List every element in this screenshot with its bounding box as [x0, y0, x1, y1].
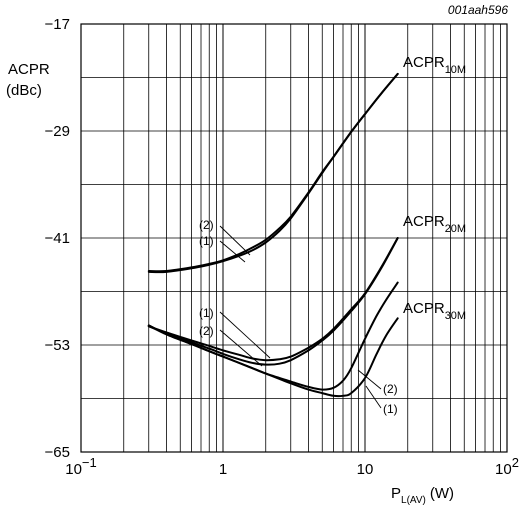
- figure-code: 001aah596: [448, 3, 508, 17]
- series-line-acpr10m-1: [147, 72, 399, 274]
- curve-marker-10m: (2): [199, 218, 214, 232]
- x-axis-title: PL(AV) (W): [391, 485, 454, 506]
- y-axis-title-line2: (dBc): [6, 82, 42, 99]
- x-tick-label: 10: [357, 461, 374, 478]
- x-tick-label: 1: [219, 461, 227, 478]
- y-tick-label: −17: [45, 16, 70, 33]
- curve-marker-leader: [219, 311, 271, 359]
- x-tick-base: 10: [65, 461, 82, 478]
- y-tick-label: −29: [45, 123, 70, 140]
- series-label-main: ACPR: [403, 300, 445, 317]
- x-tick-label: 102: [495, 455, 519, 478]
- series-line-acpr20m-2: [147, 237, 399, 366]
- plot-border: [80, 23, 508, 453]
- curve-marker-leader: [365, 385, 382, 409]
- series-label-acpr30m: ACPR30M: [403, 300, 466, 322]
- series-label-main: ACPR: [403, 213, 445, 230]
- series-label-acpr10m: ACPR10M: [403, 54, 466, 76]
- y-tick-label: −53: [45, 337, 70, 354]
- curve-marker-10m: (1): [199, 234, 214, 248]
- x-axis-ticks: 10−1 1 10 102: [65, 455, 519, 478]
- y-tick-label: −41: [45, 230, 70, 247]
- series-line-acpr30m-2: [147, 281, 399, 391]
- series-label-sub: 10M: [445, 64, 466, 76]
- plot-frame: [80, 23, 508, 453]
- curve-marker-20m: (2): [199, 324, 214, 338]
- curve-marker-30m: (1): [383, 402, 398, 416]
- y-tick-label: −65: [45, 444, 70, 461]
- series-line-acpr30m-1: [147, 317, 399, 398]
- grid: [81, 24, 507, 452]
- curve-marker-30m: (2): [383, 382, 398, 396]
- x-axis-title-unit: (W): [430, 485, 454, 502]
- curve-marker-leader: [219, 240, 246, 263]
- curve-marker-leader: [357, 369, 382, 390]
- y-axis-title-line1: ACPR: [8, 61, 50, 78]
- x-tick-exponent: 2: [512, 455, 519, 470]
- x-tick-label: 10−1: [65, 455, 97, 478]
- series-line-acpr10m-2: [147, 72, 399, 273]
- x-tick-base: 10: [357, 461, 374, 478]
- curve-marker-leader: [219, 225, 251, 256]
- series-label-sub: 20M: [445, 223, 466, 235]
- x-tick-base: 1: [219, 461, 227, 478]
- series-label-acpr20m: ACPR20M: [403, 213, 466, 235]
- y-axis-ticks: −17 −29 −41 −53 −65: [45, 16, 70, 461]
- x-axis-title-sub: L(AV): [401, 495, 426, 506]
- x-axis-title-main: P: [391, 485, 401, 502]
- curve-marker-20m: (1): [199, 306, 214, 320]
- series-group: [147, 72, 399, 398]
- x-tick-exponent: −1: [82, 455, 97, 470]
- series-label-sub: 30M: [445, 310, 466, 322]
- curve-marker-leader: [219, 329, 263, 367]
- x-tick-base: 10: [495, 461, 512, 478]
- series-label-main: ACPR: [403, 54, 445, 71]
